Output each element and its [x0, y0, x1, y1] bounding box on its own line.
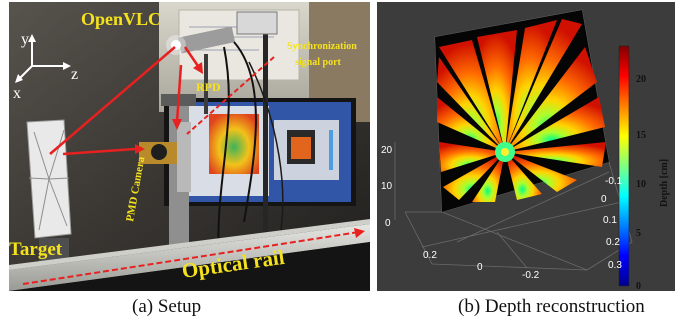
- depth-point-cloud: [437, 19, 606, 202]
- colorbar: 0 5 10 15 20 Depth [cm]: [618, 45, 670, 291]
- axis-tick-label: 0: [385, 218, 391, 229]
- colorbar-title: Depth [cm]: [659, 159, 670, 207]
- label-openvlc: OpenVLC: [81, 9, 161, 29]
- caption-depth-reconstruction: (b) Depth reconstruction: [458, 296, 645, 317]
- colorbar-tick-label: 20: [636, 74, 646, 85]
- label-target: Target: [9, 239, 63, 260]
- setup-photo: y z x OpenVLC RPD Synchronization signal…: [9, 2, 370, 291]
- label-sync-line1: Synchronization: [287, 41, 357, 52]
- beam-arrow-to-target: [49, 46, 176, 155]
- setup-photo-panel: y z x OpenVLC RPD Synchronization signal…: [9, 2, 370, 291]
- depth-plot: 0 5 10 15 20 Depth [cm] 20 10 0 0.2 0 -0.2 -0.1 0 0.…: [377, 2, 675, 291]
- colorbar-tick-label: 5: [636, 228, 641, 239]
- axis-tick-label: 0.3: [608, 260, 622, 271]
- colorbar-tick-label: 15: [636, 130, 646, 141]
- axis-tick-label: 20: [381, 145, 393, 156]
- axis-tick-label: 0.1: [603, 215, 617, 226]
- axis-tick-label: 0.2: [423, 250, 437, 261]
- coordinate-axes: y z x: [13, 31, 78, 102]
- axis-tick-label: 10: [381, 181, 393, 192]
- colorbar-tick-label: 0: [636, 281, 641, 291]
- depth-reconstruction-panel: 0 5 10 15 20 Depth [cm] 20 10 0 0.2 0 -0.2 -0.1 0 0.…: [377, 2, 675, 291]
- axis-tick-label: -0.1: [605, 176, 623, 187]
- colorbar-tick-label: 10: [636, 179, 646, 190]
- axis-label-z: z: [71, 66, 78, 83]
- axis-tick-label: 0.2: [606, 237, 620, 248]
- caption-setup: (a) Setup: [132, 296, 202, 317]
- axis-tick-label: -0.2: [522, 270, 540, 281]
- colorbar-gradient: [618, 45, 630, 287]
- axis-label-x: x: [13, 85, 21, 102]
- rail-dash-line: [22, 231, 360, 285]
- axis-label-y: y: [21, 31, 29, 48]
- axis-tick-label: 0: [601, 194, 607, 205]
- axis-tick-label: 0: [477, 262, 483, 273]
- label-rpd: RPD: [196, 80, 221, 94]
- beam-arrow-reflection: [62, 147, 136, 156]
- label-sync-line2: signal port: [295, 57, 342, 68]
